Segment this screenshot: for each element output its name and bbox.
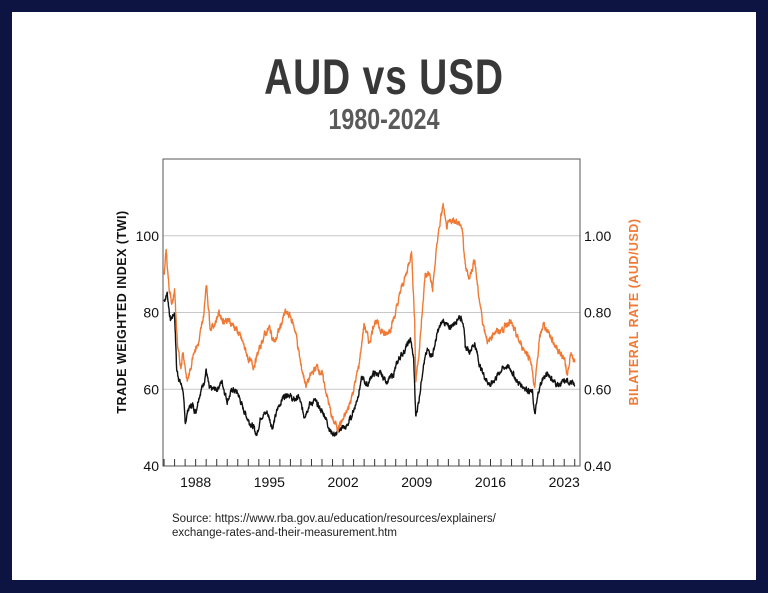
x-tick-label: 2002 bbox=[327, 474, 358, 490]
x-tick-label: 2009 bbox=[401, 474, 432, 490]
y-axis-right-label: BILATERAL RATE (AUD/USD) bbox=[627, 219, 641, 406]
y-axis-left-label: TRADE WEIGHTED INDEX (TWI) bbox=[115, 210, 129, 413]
x-tick-label: 1988 bbox=[180, 474, 211, 490]
y-tick-right-label: 0.80 bbox=[584, 305, 611, 321]
y-tick-left-label: 80 bbox=[143, 305, 159, 321]
y-tick-right-label: 1.00 bbox=[584, 228, 611, 244]
y-tick-left-label: 40 bbox=[143, 458, 159, 474]
x-axis: 1988 1995 2002 2009 2016 2023 bbox=[163, 459, 580, 490]
series-line-aud_usd bbox=[163, 202, 576, 433]
series-lines bbox=[163, 202, 576, 437]
card bbox=[12, 12, 756, 580]
x-tick-label: 2023 bbox=[549, 474, 580, 490]
series-line-twi bbox=[163, 291, 576, 437]
x-tick-label: 2016 bbox=[475, 474, 506, 490]
plot-frame bbox=[162, 158, 581, 467]
grid bbox=[163, 235, 580, 390]
y-tick-left-label: 100 bbox=[136, 228, 160, 244]
x-tick-label: 1995 bbox=[254, 474, 285, 490]
chart-title: AUD vs USD bbox=[264, 49, 504, 105]
source-line-1: Source: https://www.rba.gov.au/education… bbox=[172, 513, 496, 525]
chart-subtitle: 1980-2024 bbox=[328, 104, 440, 136]
source-note: Source: https://www.rba.gov.au/education… bbox=[172, 512, 496, 540]
y-tick-right-label: 0.40 bbox=[584, 458, 611, 474]
y-axis-right: 0.40 0.60 0.80 1.00 bbox=[584, 228, 611, 474]
source-line-2: exchange-rates-and-their-measurement.htm bbox=[172, 527, 397, 539]
y-tick-left-label: 60 bbox=[143, 381, 159, 397]
y-tick-right-label: 0.60 bbox=[584, 381, 611, 397]
y-axis-left: 40 60 80 100 bbox=[136, 228, 160, 474]
